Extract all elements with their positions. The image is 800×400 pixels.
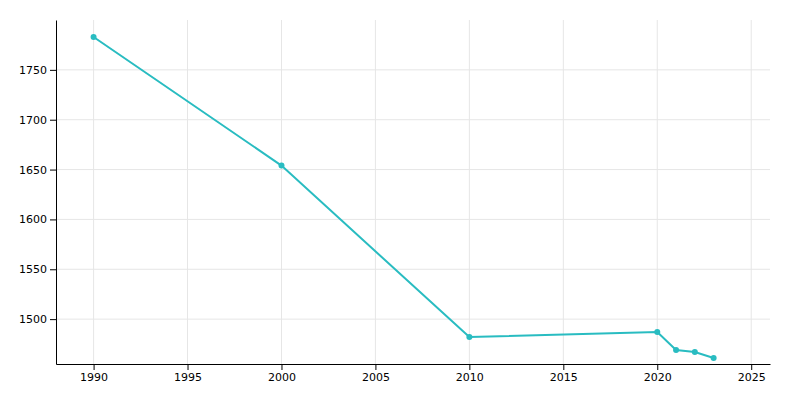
grid-line-x [657, 20, 658, 364]
y-tick: 1650 [19, 164, 56, 177]
x-tick-label: 2025 [738, 371, 766, 384]
grid-line-x [751, 20, 752, 364]
grid-line-y [56, 69, 770, 70]
grid-line-y [56, 269, 770, 270]
x-tick: 2000 [268, 364, 296, 384]
grid [56, 20, 770, 364]
x-tick-mark [94, 364, 95, 370]
y-tick-mark [50, 120, 56, 121]
x-tick: 1995 [174, 364, 202, 384]
y-axis-line [56, 21, 57, 365]
y-tick-mark [50, 319, 56, 320]
x-tick-mark [751, 364, 752, 370]
point [91, 34, 97, 40]
x-tick-mark [657, 364, 658, 370]
y-tick: 1500 [19, 313, 56, 326]
y-tick: 1600 [19, 213, 56, 226]
x-axis-line [57, 364, 771, 365]
x-tick: 2010 [456, 364, 484, 384]
grid-line-y [56, 119, 770, 120]
x-tick: 1990 [80, 364, 108, 384]
x-tick: 2025 [738, 364, 766, 384]
marks [91, 34, 717, 361]
x-tick-label: 2015 [550, 371, 578, 384]
point [673, 347, 679, 353]
x-axis: 1990 1995 2000 2005 2010 2015 2020 2025 [57, 364, 771, 384]
grid-line-x [563, 20, 564, 364]
y-tick-label: 1600 [19, 213, 47, 226]
y-tick-mark [50, 219, 56, 220]
x-tick-mark [281, 364, 282, 370]
y-tick-mark [50, 170, 56, 171]
x-tick-mark [469, 364, 470, 370]
y-tick-label: 1650 [19, 164, 47, 177]
grid-line-x [375, 20, 376, 364]
line [94, 37, 714, 358]
y-tick-label: 1700 [19, 114, 47, 127]
grid-line-x [469, 20, 470, 364]
point [654, 329, 660, 335]
x-tick-mark [188, 364, 189, 370]
y-tick: 1700 [19, 114, 56, 127]
grid-line-x [281, 20, 282, 364]
point [278, 163, 284, 169]
x-tick-label: 2020 [644, 371, 672, 384]
x-tick-label: 2010 [456, 371, 484, 384]
point [711, 355, 717, 361]
y-tick-mark [50, 269, 56, 270]
plot: 1990 1995 2000 2005 2010 2015 2020 2025 1500 1550… [19, 20, 771, 384]
grid-line-y [56, 219, 770, 220]
x-tick-label: 1995 [174, 371, 202, 384]
y-axis: 1500 1550 1600 1650 1700 1750 [19, 21, 57, 365]
y-tick: 1750 [19, 64, 56, 77]
y-tick-label: 1550 [19, 263, 47, 276]
y-tick-label: 1500 [19, 313, 47, 326]
point [466, 334, 472, 340]
point [692, 349, 698, 355]
grid-line-x [187, 20, 188, 364]
grid-line-y [56, 169, 770, 170]
grid-line-y [56, 319, 770, 320]
x-tick-mark [375, 364, 376, 370]
x-tick: 2015 [550, 364, 578, 384]
x-tick-label: 2005 [362, 371, 390, 384]
chart: 1990 1995 2000 2005 2010 2015 2020 2025 1500 1550… [0, 0, 800, 400]
y-tick-label: 1750 [19, 64, 47, 77]
y-tick-mark [50, 70, 56, 71]
x-tick-mark [563, 364, 564, 370]
x-tick-label: 1990 [80, 371, 108, 384]
grid-line-x [93, 20, 94, 364]
x-tick-label: 2000 [268, 371, 296, 384]
x-tick: 2020 [644, 364, 672, 384]
y-tick: 1550 [19, 263, 56, 276]
x-tick: 2005 [362, 364, 390, 384]
